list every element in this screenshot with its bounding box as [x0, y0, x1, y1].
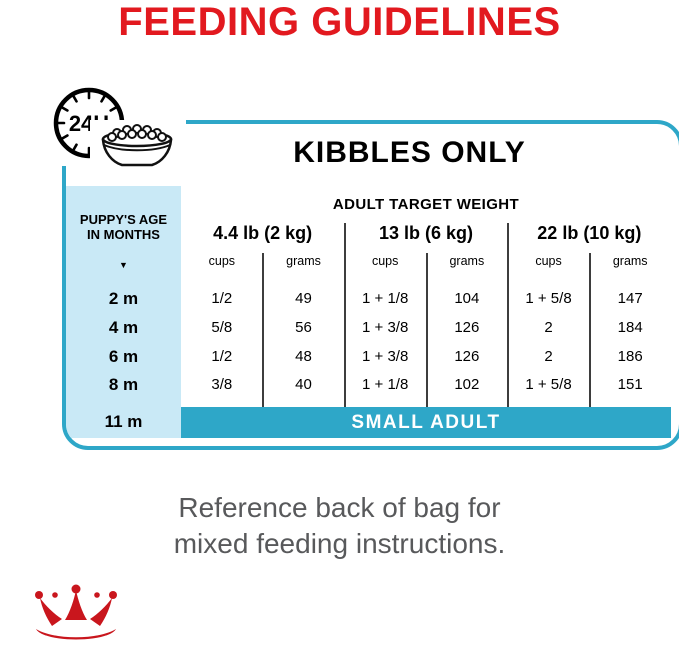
food-bowl-icon — [90, 120, 184, 172]
table-cell: 5/8 — [211, 319, 233, 336]
weight-group-header-row: 4.4 lb (2 kg) 13 lb (6 kg) 22 lb (10 kg) — [181, 223, 671, 244]
column-divider — [344, 223, 346, 407]
table-cell: 1/2 — [211, 348, 233, 365]
age-row-label: 6 m — [108, 347, 139, 366]
table-row: 1/2 48 1 + 3/8 126 2 186 — [181, 343, 671, 371]
table-cell: 126 — [454, 319, 480, 336]
table-row: 1/2 49 1 + 1/8 104 1 + 5/8 147 — [181, 285, 671, 313]
table-cell: 186 — [617, 348, 643, 365]
table-cell: 56 — [295, 319, 312, 336]
unit-header-cups: cups — [371, 254, 399, 268]
table-cell: 1 + 5/8 — [525, 290, 572, 307]
table-cell: 184 — [617, 319, 643, 336]
unit-header-grams: grams — [286, 254, 321, 268]
table-cell: 1 + 1/8 — [362, 376, 409, 393]
unit-header-cups: cups — [208, 254, 236, 268]
table-cell: 2 — [544, 319, 553, 336]
weight-group-header: 4.4 lb (2 kg) — [213, 223, 313, 243]
footnote: Reference back of bag for mixed feeding … — [0, 490, 679, 562]
table-cell: 2 — [544, 348, 553, 365]
table-cell: 3/8 — [211, 376, 233, 393]
table-cell: 40 — [295, 376, 312, 393]
table-row: 3/8 40 1 + 1/8 102 1 + 5/8 151 — [181, 371, 671, 399]
page-title: FEEDING GUIDELINES — [118, 0, 561, 44]
table-cell: 151 — [617, 376, 643, 393]
footnote-line2: mixed feeding instructions. — [173, 528, 506, 559]
kibbles-only-header: KIBBLES ONLY — [293, 136, 526, 169]
table-cell: 1 + 3/8 — [362, 348, 409, 365]
table-cell: 48 — [295, 348, 312, 365]
royal-canin-crown-logo — [35, 584, 117, 640]
age-column-label: PUPPY'S AGE IN MONTHS — [66, 212, 181, 242]
column-divider — [507, 223, 509, 407]
down-arrow-icon: ▼ — [119, 260, 128, 270]
age-row-label: 11 m — [104, 412, 143, 431]
table-cell: 104 — [454, 290, 480, 307]
unit-header-row: cups grams cups grams cups grams — [181, 254, 671, 268]
feeding-table: KIBBLES ONLY PUPPY'S AGE IN MONTHS ▼ 2 m… — [62, 120, 679, 450]
table-cell: 1 + 5/8 — [525, 376, 572, 393]
column-divider — [426, 253, 428, 407]
table-cell: 1 + 3/8 — [362, 319, 409, 336]
weight-group-header: 22 lb (10 kg) — [537, 223, 642, 243]
unit-header-cups: cups — [535, 254, 562, 268]
table-cell: 49 — [295, 290, 312, 307]
age-row-label: 4 m — [108, 318, 139, 337]
age-row-label: 8 m — [108, 375, 139, 394]
age-row-label: 2 m — [108, 289, 139, 308]
footnote-line1: Reference back of bag for — [178, 492, 501, 523]
column-divider — [262, 253, 264, 407]
unit-header-grams: grams — [449, 254, 485, 268]
table-cell: 147 — [617, 290, 643, 307]
age-column: PUPPY'S AGE IN MONTHS ▼ 2 m 4 m 6 m 8 m … — [66, 186, 181, 438]
age-column-label-line1: PUPPY'S AGE — [79, 212, 168, 227]
table-cell: 126 — [454, 348, 480, 365]
adult-target-weight-header: ADULT TARGET WEIGHT — [332, 196, 520, 213]
table-cell: 1 + 1/8 — [362, 290, 409, 307]
unit-header-grams: grams — [612, 254, 648, 268]
column-divider — [589, 253, 591, 407]
weight-group-header: 13 lb (6 kg) — [378, 223, 473, 243]
age-column-label-line2: IN MONTHS — [87, 227, 160, 242]
table-cell: 102 — [454, 376, 480, 393]
table-cell: 1/2 — [211, 290, 233, 307]
table-row: 5/8 56 1 + 3/8 126 2 184 — [181, 314, 671, 342]
small-adult-band: SMALL ADULT — [181, 407, 671, 438]
